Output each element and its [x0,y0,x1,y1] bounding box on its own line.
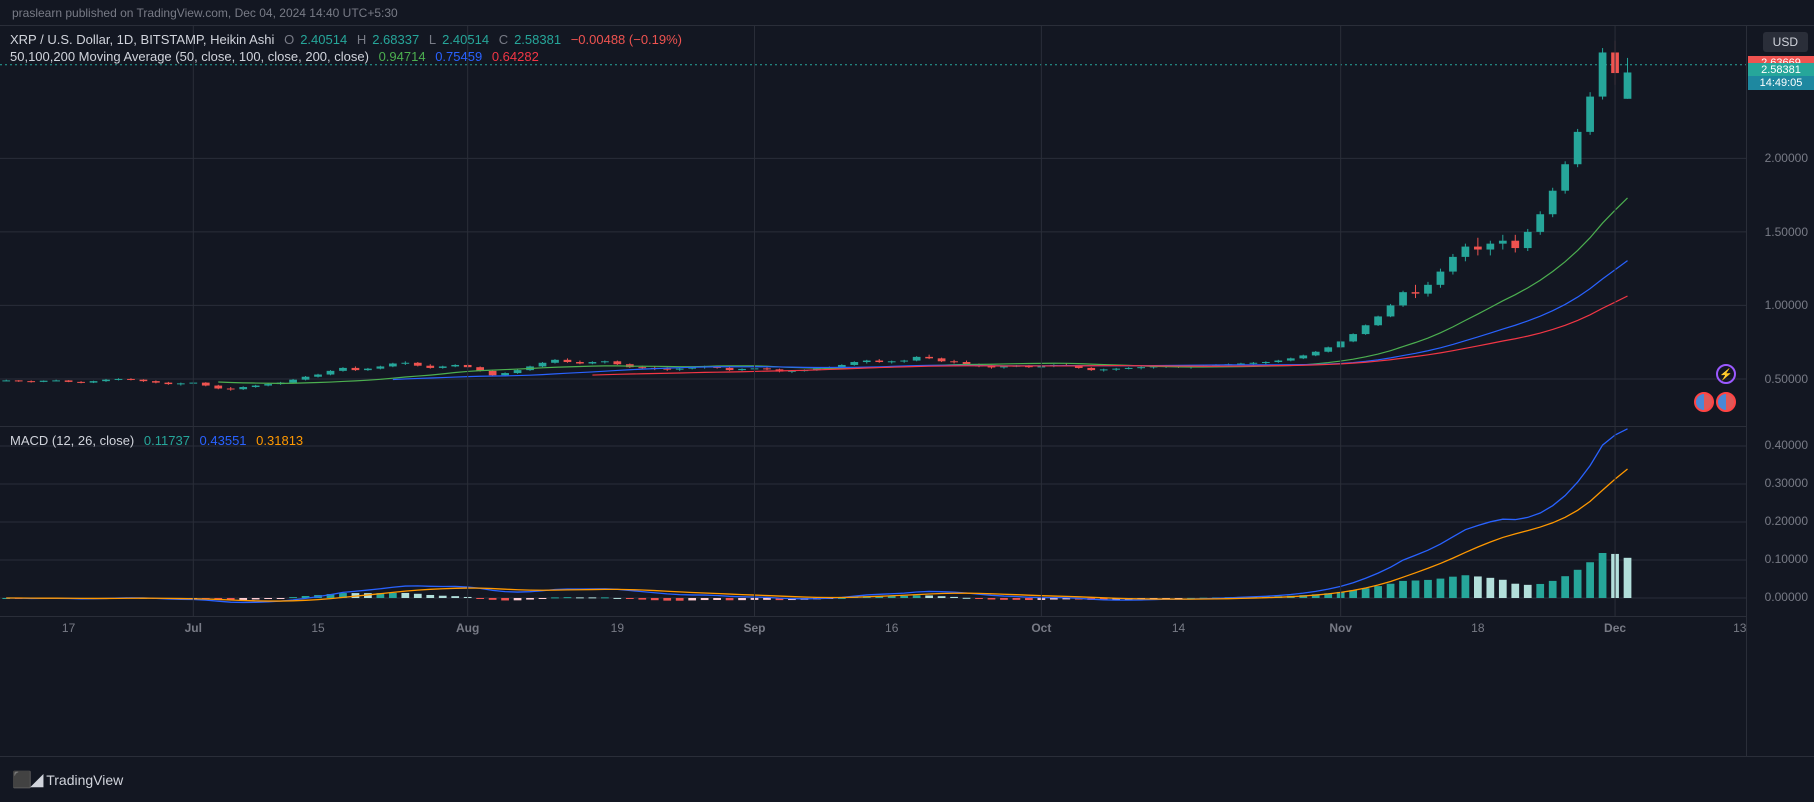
macd-axis-tick: 0.00000 [1765,590,1808,604]
price-tag: 14:49:05 [1748,76,1814,90]
macd-axis-tick: 0.30000 [1765,476,1808,490]
macd-pane[interactable]: MACD (12, 26, close) 0.11737 0.43551 0.3… [0,426,1746,616]
flag-icon-1[interactable] [1694,392,1714,412]
ma-indicator-label: 50,100,200 Moving Average (50, close, 10… [10,49,369,64]
time-axis-tick: Sep [744,621,766,635]
flash-icon[interactable]: ⚡ [1716,364,1736,384]
time-axis-tick: 19 [611,621,624,635]
time-axis-tick: 15 [311,621,324,635]
macd-axis-tick: 0.10000 [1765,552,1808,566]
time-axis-tick: 17 [62,621,75,635]
time-axis-tick: 14 [1172,621,1185,635]
price-axis-tick: 1.00000 [1765,298,1808,312]
time-axis-tick: Jul [185,621,202,635]
macd-axis-tick: 0.40000 [1765,438,1808,452]
price-legend: XRP / U.S. Dollar, 1D, BITSTAMP, Heikin … [10,32,688,66]
time-axis-tick: 13 [1733,621,1746,635]
price-chart-pane[interactable]: XRP / U.S. Dollar, 1D, BITSTAMP, Heikin … [0,26,1746,426]
time-axis-tick: 16 [885,621,898,635]
symbol-label: XRP / U.S. Dollar, 1D, BITSTAMP, Heikin … [10,32,274,47]
price-axis-tick: 1.50000 [1765,225,1808,239]
published-caption: praslearn published on TradingView.com, … [0,0,1814,26]
macd-legend: MACD (12, 26, close) 0.11737 0.43551 0.3… [10,433,309,450]
tradingview-logo-icon: ⬛◢ [12,770,42,790]
flag-icon-2[interactable] [1716,392,1736,412]
time-axis-tick: Aug [456,621,479,635]
time-axis-tick: 18 [1471,621,1484,635]
time-axis-tick: Dec [1604,621,1626,635]
macd-axis-tick: 0.20000 [1765,514,1808,528]
time-axis-tick: Oct [1031,621,1051,635]
price-axis-tick: 0.50000 [1765,372,1808,386]
time-axis-tick: Nov [1329,621,1352,635]
price-axis-tick: 2.00000 [1765,151,1808,165]
footer: ⬛◢ TradingView [0,756,1814,802]
time-axis: 17 Jul 15 Aug 19 Sep 16 Oct 14 Nov 18 Dec 13 [0,616,1746,656]
